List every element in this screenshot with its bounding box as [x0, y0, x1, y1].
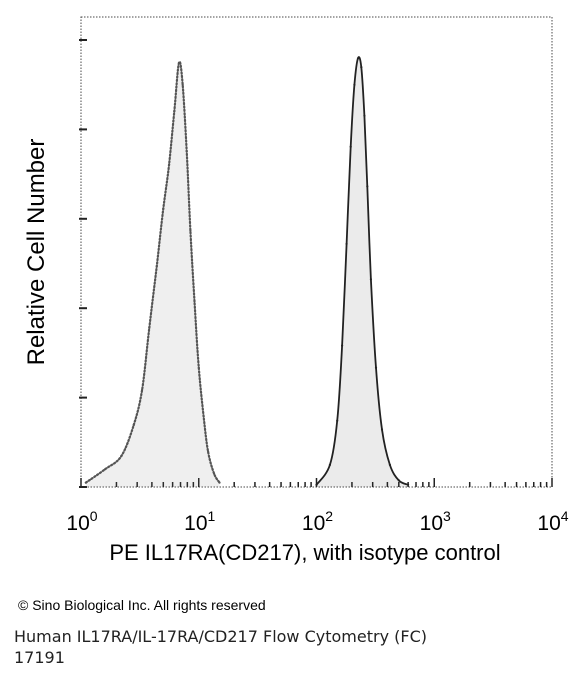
x-tick-labels: 100 101 102 103 104	[66, 508, 568, 535]
data-point	[193, 300, 196, 303]
figure-caption: Human IL17RA/IL-17RA/CD217 Flow Cytometr…	[14, 626, 564, 668]
data-point	[202, 415, 205, 418]
data-point	[380, 428, 384, 431]
x-axis-label: PE IL17RA(CD217), with isotype control	[109, 540, 500, 565]
x-tick-label: 102	[302, 508, 333, 535]
data-point	[369, 278, 372, 281]
histogram-series	[84, 56, 410, 488]
data-point	[345, 242, 348, 245]
data-point	[328, 463, 331, 466]
data-point	[185, 150, 188, 153]
data-point	[388, 463, 391, 466]
x-tick-label: 104	[537, 508, 568, 535]
data-point	[155, 264, 158, 268]
data-point	[141, 388, 144, 391]
data-point	[407, 483, 410, 486]
data-point	[356, 57, 360, 60]
data-point	[349, 145, 352, 148]
data-point	[181, 83, 184, 86]
data-point	[84, 481, 87, 484]
data-point	[315, 483, 318, 486]
x-tick-label: 101	[184, 508, 215, 535]
x-tick-label: 103	[420, 508, 451, 535]
data-point	[162, 207, 165, 210]
data-point	[341, 344, 344, 347]
axis-ticks	[79, 39, 553, 488]
y-axis-label: Relative Cell Number	[23, 139, 50, 366]
flow-cytometry-histogram: 100 101 102 103 104 PE IL17RA(CD217), with i…	[23, 16, 569, 565]
data-point	[366, 185, 369, 188]
histogram-area	[85, 61, 220, 488]
data-point	[213, 472, 216, 475]
data-point	[189, 229, 192, 232]
series-2	[315, 56, 410, 487]
data-point	[103, 468, 107, 471]
data-point	[218, 481, 221, 484]
catalog-number: 17191	[14, 648, 65, 667]
data-point	[336, 419, 339, 422]
data-point	[148, 326, 151, 329]
caption-title: Human IL17RA/IL-17RA/CD217 Flow Cytometr…	[14, 627, 427, 646]
data-point	[353, 83, 356, 86]
series-1	[84, 60, 221, 488]
data-point	[360, 66, 363, 69]
data-point	[374, 366, 378, 369]
data-point	[132, 424, 135, 427]
histogram-area	[316, 57, 409, 487]
x-tick-label: 100	[66, 508, 97, 535]
data-point	[207, 450, 210, 453]
data-point	[168, 163, 171, 166]
data-point	[173, 110, 176, 113]
data-point	[197, 366, 200, 369]
histogram-outline	[84, 60, 221, 484]
data-point	[177, 61, 181, 64]
data-point	[363, 114, 366, 117]
copyright-notice: © Sino Biological Inc. All rights reserv…	[18, 597, 266, 613]
data-point	[397, 479, 400, 482]
data-point	[120, 455, 123, 458]
